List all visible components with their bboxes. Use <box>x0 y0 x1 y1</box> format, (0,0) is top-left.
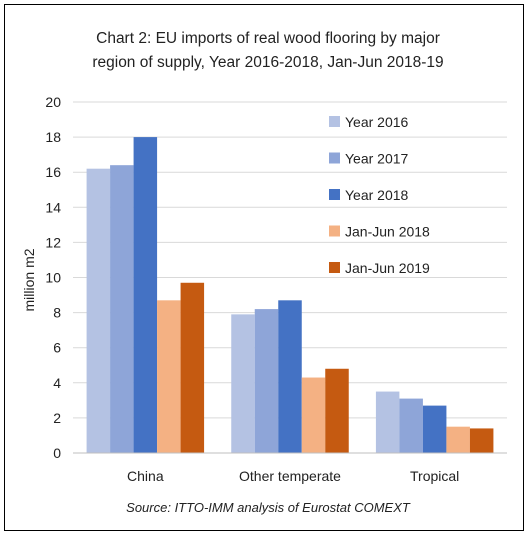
bar-year-2017-other-temperate <box>254 309 279 453</box>
chart-frame: Chart 2: EU imports of real wood floorin… <box>4 4 524 531</box>
y-tick-labels: 0 2 4 6 8 10 12 14 16 18 20 <box>45 94 61 461</box>
y-tick-label: 2 <box>53 410 61 426</box>
y-tick-label: 12 <box>45 234 61 250</box>
bar-jan-jun-2019-other-temperate <box>325 368 349 453</box>
y-tick-label: 20 <box>45 94 61 110</box>
bar-year-2016-china <box>86 168 111 453</box>
legend-label: Jan-Jun 2019 <box>345 260 430 276</box>
bar-jan-jun-2019-china <box>180 282 205 453</box>
category-label: Other temperate <box>239 468 341 484</box>
bar-year-2018-china <box>133 137 158 453</box>
y-tick-label: 16 <box>45 164 61 180</box>
bar-year-2018-tropical <box>422 405 447 453</box>
bar-jan-jun-2018-china <box>157 300 181 453</box>
legend-label: Year 2017 <box>345 151 409 167</box>
chart-title-line-1: Chart 2: EU imports of real wood floorin… <box>96 30 440 47</box>
bar-year-2017-china <box>110 165 134 453</box>
legend-label: Year 2018 <box>345 187 409 203</box>
legend-label: Jan-Jun 2018 <box>345 224 430 240</box>
legend-swatch <box>329 152 340 164</box>
y-tick-label: 0 <box>53 445 61 461</box>
y-tick-label: 6 <box>53 340 61 356</box>
chart-svg: Chart 2: EU imports of real wood floorin… <box>21 30 507 515</box>
category-labels: China Other temperate Tropical <box>127 468 459 484</box>
category-label: Tropical <box>410 468 459 484</box>
bar-jan-jun-2019-tropical <box>469 428 494 453</box>
legend-swatch <box>329 262 340 273</box>
legend-swatch <box>329 116 340 127</box>
chart-title-line-2: region of supply, Year 2016-2018, Jan-Ju… <box>92 54 443 71</box>
category-label: China <box>127 468 164 484</box>
source-note: Source: ITTO-IMM analysis of Eurostat CO… <box>126 500 411 515</box>
bar-layer <box>86 137 494 453</box>
legend-swatch <box>329 225 340 237</box>
legend-swatch <box>329 189 340 200</box>
y-tick-label: 8 <box>53 305 61 321</box>
y-tick-label: 10 <box>45 270 61 286</box>
bar-year-2018-other-temperate <box>278 300 302 453</box>
legend: Year 2016 Year 2017 Year 2018 Jan-Jun 2018 J… <box>329 114 430 276</box>
bar-year-2016-tropical <box>375 391 400 453</box>
y-tick-label: 18 <box>45 129 61 145</box>
y-tick-label: 4 <box>53 375 61 391</box>
bar-jan-jun-2018-tropical <box>446 426 470 453</box>
legend-label: Year 2016 <box>345 114 409 130</box>
y-axis-title: million m2 <box>21 248 37 311</box>
bar-year-2016-other-temperate <box>231 314 255 453</box>
bar-jan-jun-2018-other-temperate <box>301 377 326 453</box>
y-tick-label: 14 <box>45 199 61 215</box>
bar-year-2017-tropical <box>399 398 423 453</box>
